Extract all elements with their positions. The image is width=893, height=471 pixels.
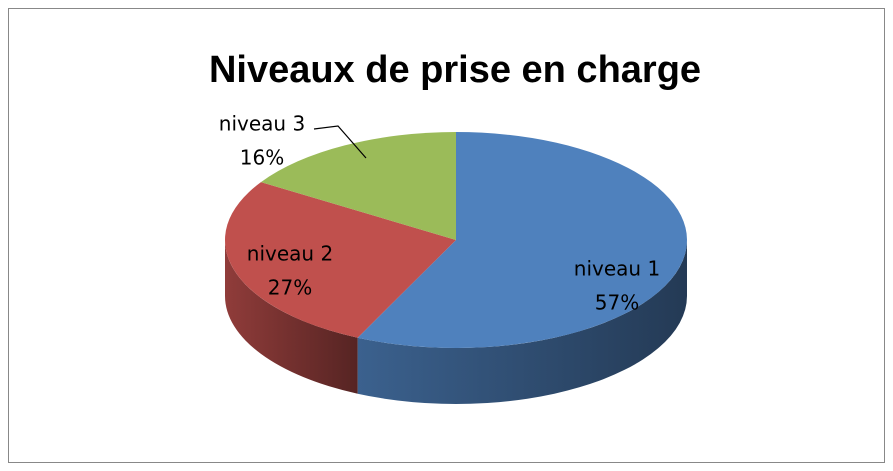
slice — [224, 182, 456, 338]
slice-label: niveau 3 — [219, 112, 305, 136]
slice — [357, 132, 687, 348]
slice-side — [225, 240, 358, 394]
slice — [260, 132, 456, 240]
slice-value-label: 16% — [240, 146, 284, 170]
slice-value-label: 57% — [595, 291, 639, 315]
slice-label: niveau 2 — [247, 242, 333, 266]
slice-side — [357, 240, 687, 404]
leader-line — [313, 125, 367, 159]
slice-label: niveau 1 — [574, 257, 660, 281]
chart-title: Niveaux de prise en charge — [209, 49, 701, 91]
slice-value-label: 27% — [268, 276, 312, 300]
